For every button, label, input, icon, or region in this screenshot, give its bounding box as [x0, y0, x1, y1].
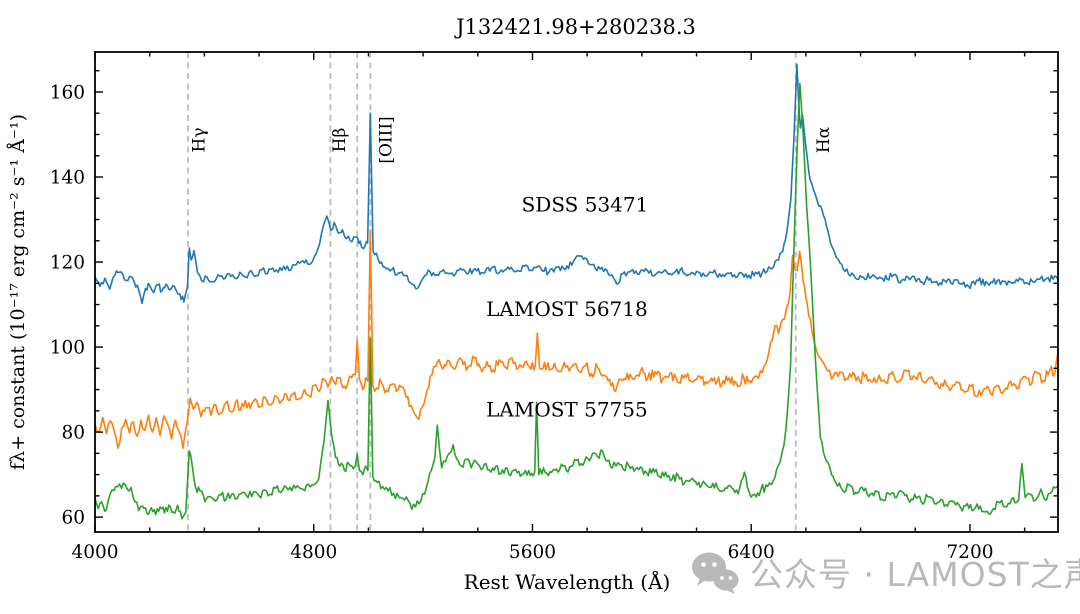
marker-label-h: Hγ [189, 128, 209, 153]
series-label-lamost-56718: LAMOST 56718 [486, 297, 648, 321]
emission-line-labels: Hγ Hβ [OIII] Hα [189, 116, 834, 163]
x-tick-label: 4800 [290, 542, 337, 563]
y-tick-label: 120 [50, 253, 85, 274]
x-axis-label: Rest Wavelength (Å) [464, 569, 671, 594]
y-axis-label: fλ+ constant (10⁻¹⁷ erg cm⁻² s⁻¹ Å⁻¹) [7, 114, 29, 470]
spectra-series [95, 63, 1058, 520]
x-tick-label: 4000 [71, 542, 118, 563]
marker-label-h: Hα [814, 126, 834, 153]
y-tick-label: 140 [50, 167, 85, 188]
axes: 4000 4800 5600 6400 7200 60 80 100 120 140 160 [50, 51, 1059, 563]
y-tick-label: 100 [50, 338, 85, 359]
marker-label-h: Hβ [330, 128, 350, 153]
y-tick-label: 60 [61, 508, 85, 529]
marker-label-oiii: [OIII] [377, 116, 397, 163]
plot-title: J132421.98+280238.3 [454, 15, 696, 39]
plot-border [94, 51, 1059, 533]
y-tick-label: 80 [61, 423, 85, 444]
series-label-lamost-57755: LAMOST 57755 [486, 398, 648, 422]
series-labels: SDSS 53471 LAMOST 56718 LAMOST 57755 [486, 193, 648, 422]
series-path-lamost-56718 [95, 229, 1058, 449]
x-tick-label: 7200 [946, 542, 993, 563]
y-tick-label: 160 [50, 82, 85, 103]
x-tick-label: 5600 [509, 542, 556, 563]
x-tick-label: 6400 [728, 542, 775, 563]
series-path-lamost-57755 [95, 82, 1058, 520]
series-label-sdss-53471: SDSS 53471 [522, 193, 649, 217]
series-path-sdss-53471 [95, 63, 1058, 305]
emission-line-markers [187, 52, 797, 532]
